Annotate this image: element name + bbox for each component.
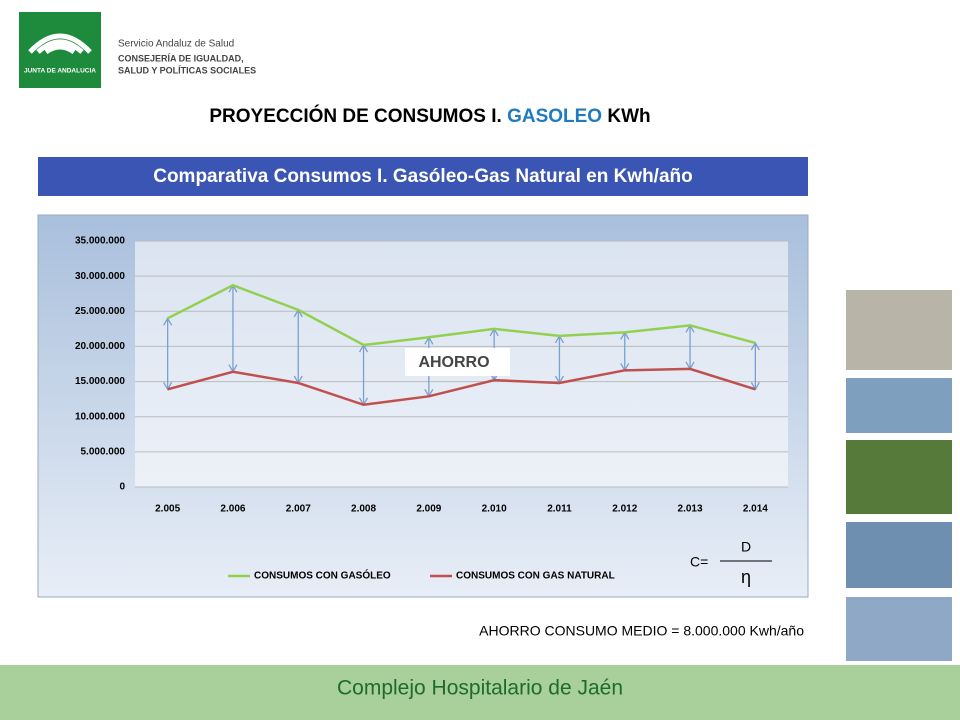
photo bbox=[846, 597, 952, 661]
annotation: AHORRO bbox=[418, 354, 489, 371]
plot: 0 5.000.000 10.000.000 15.000.000 20.000.000… bbox=[75, 236, 788, 582]
x-tick-label: 2.006 bbox=[220, 504, 245, 515]
series-line bbox=[167, 283, 756, 347]
org-line: CONSEJERÍA DE IGUALDAD, bbox=[118, 53, 244, 63]
logo-text: JUNTA DE ANDALUCIA bbox=[24, 68, 96, 75]
annotation-bg bbox=[405, 348, 510, 376]
photo bbox=[846, 378, 952, 433]
formula-lhs: C= bbox=[690, 554, 708, 570]
x-tick-label: 2.012 bbox=[612, 504, 637, 515]
banner-text: Comparativa Consumos I. Gasóleo-Gas Natu… bbox=[153, 166, 693, 187]
x-tick-label: 2.009 bbox=[416, 504, 441, 515]
y-tick-label: 20.000.000 bbox=[75, 341, 125, 352]
x-tick-label: 2.013 bbox=[678, 504, 703, 515]
footer-bar bbox=[0, 665, 960, 720]
y-tick-label: 30.000.000 bbox=[75, 271, 125, 282]
summary: AHORRO CONSUMO MEDIO = 8.000.000 Kwh/año bbox=[479, 623, 804, 639]
formula-num: D bbox=[741, 539, 751, 555]
photo bbox=[846, 440, 952, 514]
title-part: PROYECCIÓN DE CONSUMOS I. bbox=[209, 105, 501, 127]
formula-den: η bbox=[741, 567, 751, 587]
y-tick-label: 15.000.000 bbox=[75, 376, 125, 387]
title-part: GASOLEO bbox=[507, 106, 602, 127]
y-tick-label: 0 bbox=[119, 482, 125, 493]
x-tick-label: 2.010 bbox=[482, 504, 507, 515]
series-line bbox=[167, 367, 756, 407]
x-tick-label: 2.014 bbox=[743, 504, 768, 515]
footer-text: Complejo Hospitalario de Jaén bbox=[337, 677, 623, 700]
y-tick-label: 10.000.000 bbox=[75, 411, 125, 422]
legend-label: CONSUMOS CON GAS NATURAL bbox=[456, 571, 615, 582]
title-part: KWh bbox=[607, 106, 650, 127]
org-top: Servicio Andaluz de Salud bbox=[118, 39, 234, 50]
x-tick-label: 2.011 bbox=[547, 504, 572, 515]
x-tick-label: 2.005 bbox=[155, 504, 180, 515]
x-tick-label: 2.007 bbox=[286, 504, 311, 515]
photo bbox=[846, 290, 952, 370]
logo-arcs bbox=[28, 33, 92, 55]
photo bbox=[846, 522, 952, 588]
y-tick-label: 5.000.000 bbox=[81, 446, 126, 457]
legend-label: CONSUMOS CON GASÓLEO bbox=[254, 569, 391, 582]
x-tick-label: 2.008 bbox=[351, 504, 376, 515]
y-tick-label: 25.000.000 bbox=[75, 306, 125, 317]
org-line: SALUD Y POLÍTICAS SOCIALES bbox=[118, 65, 256, 75]
y-tick-label: 35.000.000 bbox=[75, 236, 125, 247]
slide-title: PROYECCIÓN DE CONSUMOS I. GASOLEO KWh bbox=[209, 105, 650, 127]
banner bbox=[38, 157, 808, 196]
